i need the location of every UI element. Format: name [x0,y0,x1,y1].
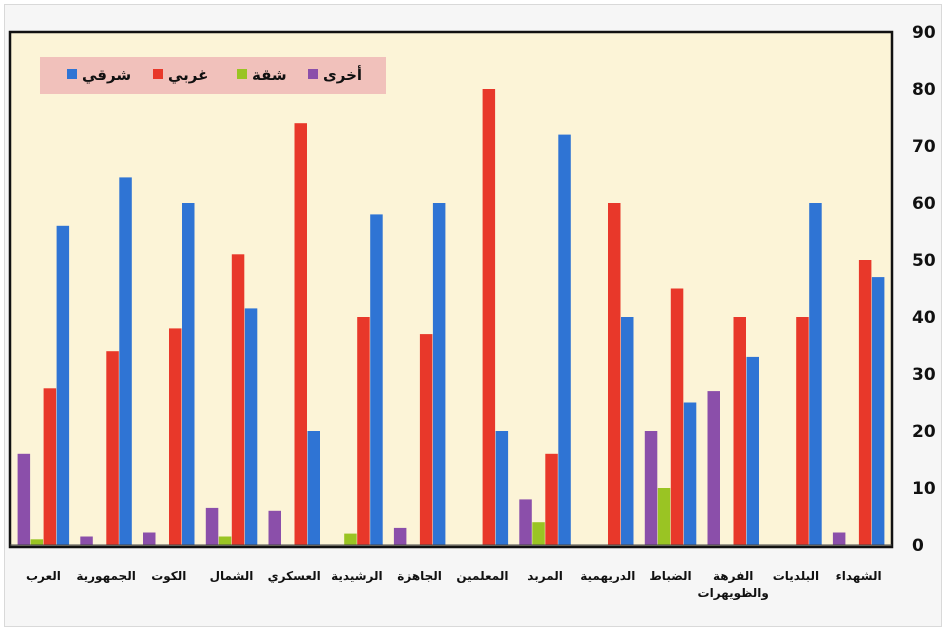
bar [683,402,697,545]
bar [432,203,446,545]
bar [871,277,885,545]
legend-label: أخرى [323,65,362,84]
y-tick-label: 50 [912,251,936,271]
bar [43,388,57,546]
bar [169,328,182,545]
bar [106,351,119,545]
x-tick-label: البلديات [773,569,819,583]
bar [707,391,720,545]
legend-label: شرقي [82,66,131,84]
bar [30,539,44,545]
x-tick-label: الشهداء [836,569,882,583]
y-tick-label: 20 [912,422,936,442]
y-tick-label: 40 [912,308,936,328]
x-axis: العرب الجمهورية الكوت الشمال العسكري الرشيدية… [26,569,882,601]
y-tick-label: 80 [912,80,936,100]
y-tick-label: 30 [912,365,936,385]
bar [670,288,684,545]
bar [558,134,571,545]
y-tick-label: 70 [912,137,936,157]
legend-label: شقة [252,66,287,84]
legend-label: غربي [168,66,208,84]
bar [657,488,671,545]
bar [545,453,558,545]
bar [294,123,307,545]
bar [621,317,634,545]
bar [482,89,496,545]
bar [832,532,846,545]
x-tick-label: العسكري [268,569,321,583]
bar [796,317,809,545]
bar [733,317,746,545]
x-tick-label: الجمهورية [76,569,135,584]
bar [268,510,281,545]
legend: شرقي غربي شقة أخرى [40,57,386,94]
bar [532,522,545,545]
x-tick-label: المربد [527,569,563,583]
bar [809,203,822,545]
plot-area [8,30,894,549]
x-tick-label: الكوت [151,569,186,584]
legend-swatch [67,69,77,79]
x-tick-label: المعلمين [456,569,508,583]
bar [307,431,320,545]
bar [344,533,357,545]
y-axis: 0 10 20 30 40 50 60 70 80 90 [912,23,936,556]
bar [119,177,132,545]
bar [143,532,156,545]
x-tick-label: الرشيدية [331,569,383,583]
x-tick-label: الدريهمية [580,569,635,583]
x-tick-label: الشمال [210,569,254,583]
bar [495,431,509,545]
bar [357,317,370,545]
bar [56,225,70,546]
bar [858,260,872,545]
bar [419,334,433,545]
y-tick-label: 60 [912,194,936,214]
bar [244,308,258,545]
legend-swatch [153,69,163,79]
y-tick-label: 90 [912,23,936,43]
x-tick-label: الفرهة والظويهرات [698,569,769,601]
bar [519,499,532,545]
bar [17,453,31,545]
bar [205,507,219,545]
y-tick-label: 10 [912,479,936,499]
x-tick-label: الجاهزة [397,569,442,583]
bar [80,536,93,545]
x-tick-label: الضباط [649,569,691,583]
bar [608,203,621,545]
bars-layer [10,89,892,546]
y-tick-label: 0 [912,536,924,556]
legend-box [40,57,386,94]
bar [218,536,232,545]
bar [644,431,658,545]
bar [370,214,383,545]
bar [231,254,245,546]
bar [746,356,759,545]
x-tick-label: العرب [26,569,61,583]
bar [182,203,195,545]
legend-swatch [308,69,318,79]
legend-swatch [237,69,247,79]
bar [393,527,407,545]
